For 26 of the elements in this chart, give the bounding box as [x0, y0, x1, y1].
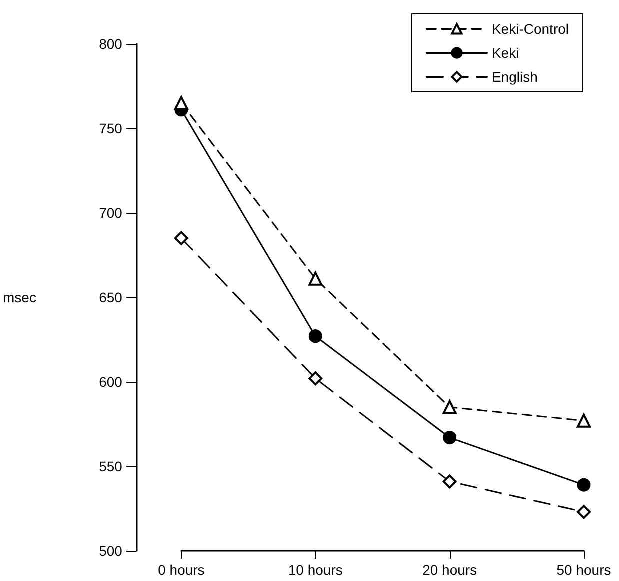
- x-tick-label: 0 hours: [158, 562, 205, 578]
- point: [174, 96, 188, 110]
- x-tick-label: 10 hours: [288, 562, 343, 578]
- point: [443, 431, 457, 445]
- point: [577, 414, 591, 428]
- legend-label: Keki: [492, 45, 520, 61]
- y-tick-label: 750: [99, 120, 123, 136]
- y-axis-title: msec: [2, 290, 36, 306]
- y-tick-label: 650: [99, 290, 123, 306]
- legend-label: English: [492, 69, 538, 85]
- point: [308, 272, 323, 286]
- point: [308, 372, 323, 386]
- point: [442, 474, 457, 489]
- point: [577, 505, 591, 520]
- x-tick-label: 50 hours: [556, 562, 612, 578]
- legend-label: Keki-Control: [492, 21, 570, 37]
- y-tick-label: 700: [99, 205, 123, 221]
- x-tick-label: 20 hours: [422, 562, 478, 578]
- point: [308, 330, 322, 344]
- point: [442, 400, 457, 414]
- y-tick-label: 600: [99, 374, 123, 390]
- y-tick-label: 800: [99, 36, 123, 52]
- y-tick-label: 500: [99, 543, 123, 559]
- y-tick-label: 550: [99, 458, 123, 474]
- point: [174, 231, 188, 246]
- point: [577, 478, 591, 492]
